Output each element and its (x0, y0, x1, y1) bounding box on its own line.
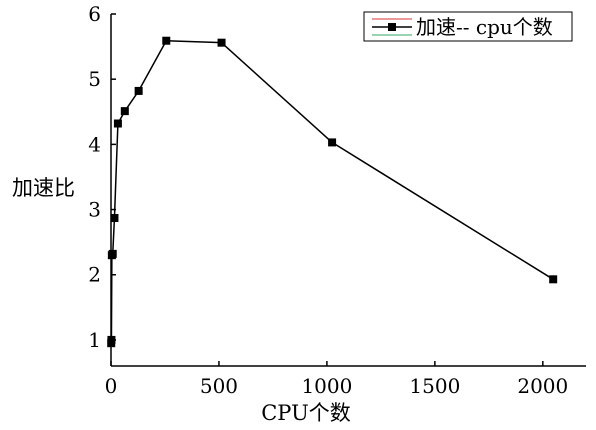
y-tick-label: 3 (88, 198, 101, 222)
axes (110, 14, 586, 367)
x-tick-label: 1000 (301, 374, 352, 398)
y-tick-label: 2 (88, 263, 101, 287)
data-point-marker (162, 36, 171, 45)
data-point-marker (107, 335, 116, 344)
data-point-marker (120, 107, 129, 116)
x-tick-label: 500 (200, 374, 238, 398)
series-line (110, 39, 554, 344)
y-tick-label: 6 (88, 2, 101, 26)
y-axis-label: 加速比 (12, 176, 75, 200)
x-tick-label: 0 (105, 374, 118, 398)
data-point-marker (134, 86, 143, 95)
x-ticks: 0 500 1000 1500 2000 (105, 361, 568, 398)
y-tick-label: 1 (88, 328, 101, 352)
series (107, 36, 558, 348)
x-tick-label: 2000 (517, 374, 568, 398)
data-point-marker (110, 214, 119, 223)
x-axis-label: CPU个数 (261, 401, 351, 425)
data-point-marker (549, 275, 558, 284)
y-ticks: 1 2 3 4 5 6 (88, 2, 116, 352)
legend-label: 加速-- cpu个数 (416, 15, 553, 39)
legend: 加速-- cpu个数 (363, 11, 573, 42)
data-point-marker (328, 138, 337, 147)
data-point-marker (217, 38, 226, 47)
data-point-marker (108, 249, 117, 258)
data-point-marker (113, 119, 122, 128)
x-tick-label: 1500 (409, 374, 460, 398)
legend-marker (388, 23, 396, 31)
y-tick-label: 4 (88, 132, 101, 156)
y-tick-label: 5 (88, 67, 101, 91)
